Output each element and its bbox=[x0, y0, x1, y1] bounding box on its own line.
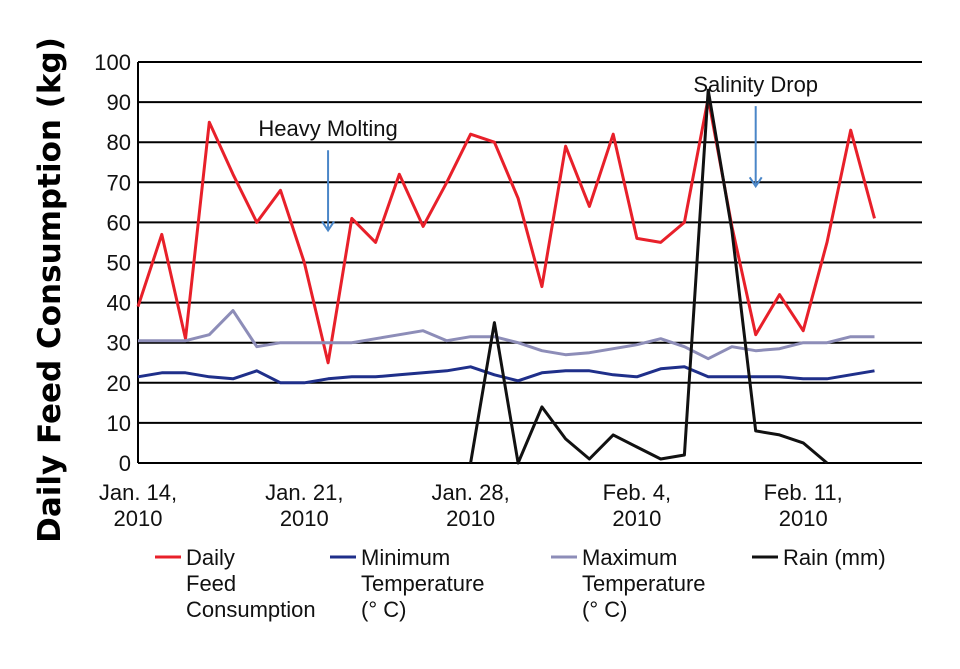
y-tick-label: 90 bbox=[107, 90, 131, 115]
x-tick-label: 2010 bbox=[114, 506, 163, 531]
y-axis-label: Daily Feed Consumption (kg) bbox=[32, 37, 68, 543]
y-tick-label: 40 bbox=[107, 291, 131, 316]
y-tick-label: 10 bbox=[107, 411, 131, 436]
x-tick-label: 2010 bbox=[446, 506, 495, 531]
annotation-arrowhead bbox=[321, 220, 335, 233]
legend-label: Temperature bbox=[361, 571, 485, 596]
legend-label: Minimum bbox=[361, 545, 450, 570]
series-line bbox=[137, 365, 875, 385]
legend-label: Daily bbox=[186, 545, 235, 570]
legend-label: Rain (mm) bbox=[783, 545, 886, 570]
annotation-arrowhead bbox=[748, 176, 763, 189]
annotation-label: Heavy Molting bbox=[258, 116, 397, 141]
y-tick-label: 70 bbox=[107, 170, 131, 195]
y-tick-label: 0 bbox=[119, 451, 131, 476]
x-tick-label: Jan. 21, bbox=[265, 480, 343, 505]
legend: DailyFeedConsumptionMinimumTemperature(°… bbox=[155, 545, 886, 622]
x-tick-label: 2010 bbox=[280, 506, 329, 531]
annotations: Heavy Molting Salinity Drop bbox=[258, 72, 818, 233]
y-tick-labels: 0 10 20 30 40 50 60 70 80 90 100 bbox=[94, 50, 131, 476]
y-tick-label: 60 bbox=[107, 210, 131, 235]
gridlines bbox=[137, 61, 922, 464]
y-tick-label: 20 bbox=[107, 371, 131, 396]
x-tick-label: Feb. 11, bbox=[764, 480, 843, 505]
x-tick-label: 2010 bbox=[612, 506, 661, 531]
y-tick-label: 30 bbox=[107, 331, 131, 356]
series-line bbox=[469, 88, 828, 465]
y-tick-label: 100 bbox=[94, 50, 131, 75]
x-tick-label: Jan. 28, bbox=[431, 480, 509, 505]
legend-label: Feed bbox=[186, 571, 236, 596]
legend-label: Consumption bbox=[186, 597, 316, 622]
y-tick-label: 50 bbox=[107, 251, 131, 276]
y-tick-label: 80 bbox=[107, 130, 131, 155]
x-tick-label: Jan. 14, bbox=[99, 480, 177, 505]
legend-label: (° C) bbox=[582, 597, 627, 622]
legend-label: Temperature bbox=[582, 571, 706, 596]
series-line bbox=[138, 309, 875, 361]
x-tick-label: 2010 bbox=[779, 506, 828, 531]
legend-label: (° C) bbox=[361, 597, 406, 622]
annotation-label: Salinity Drop bbox=[693, 72, 818, 97]
series-lines bbox=[136, 88, 876, 465]
x-tick-label: Feb. 4, bbox=[603, 480, 671, 505]
series-line bbox=[136, 96, 876, 365]
legend-label: Maximum bbox=[582, 545, 677, 570]
